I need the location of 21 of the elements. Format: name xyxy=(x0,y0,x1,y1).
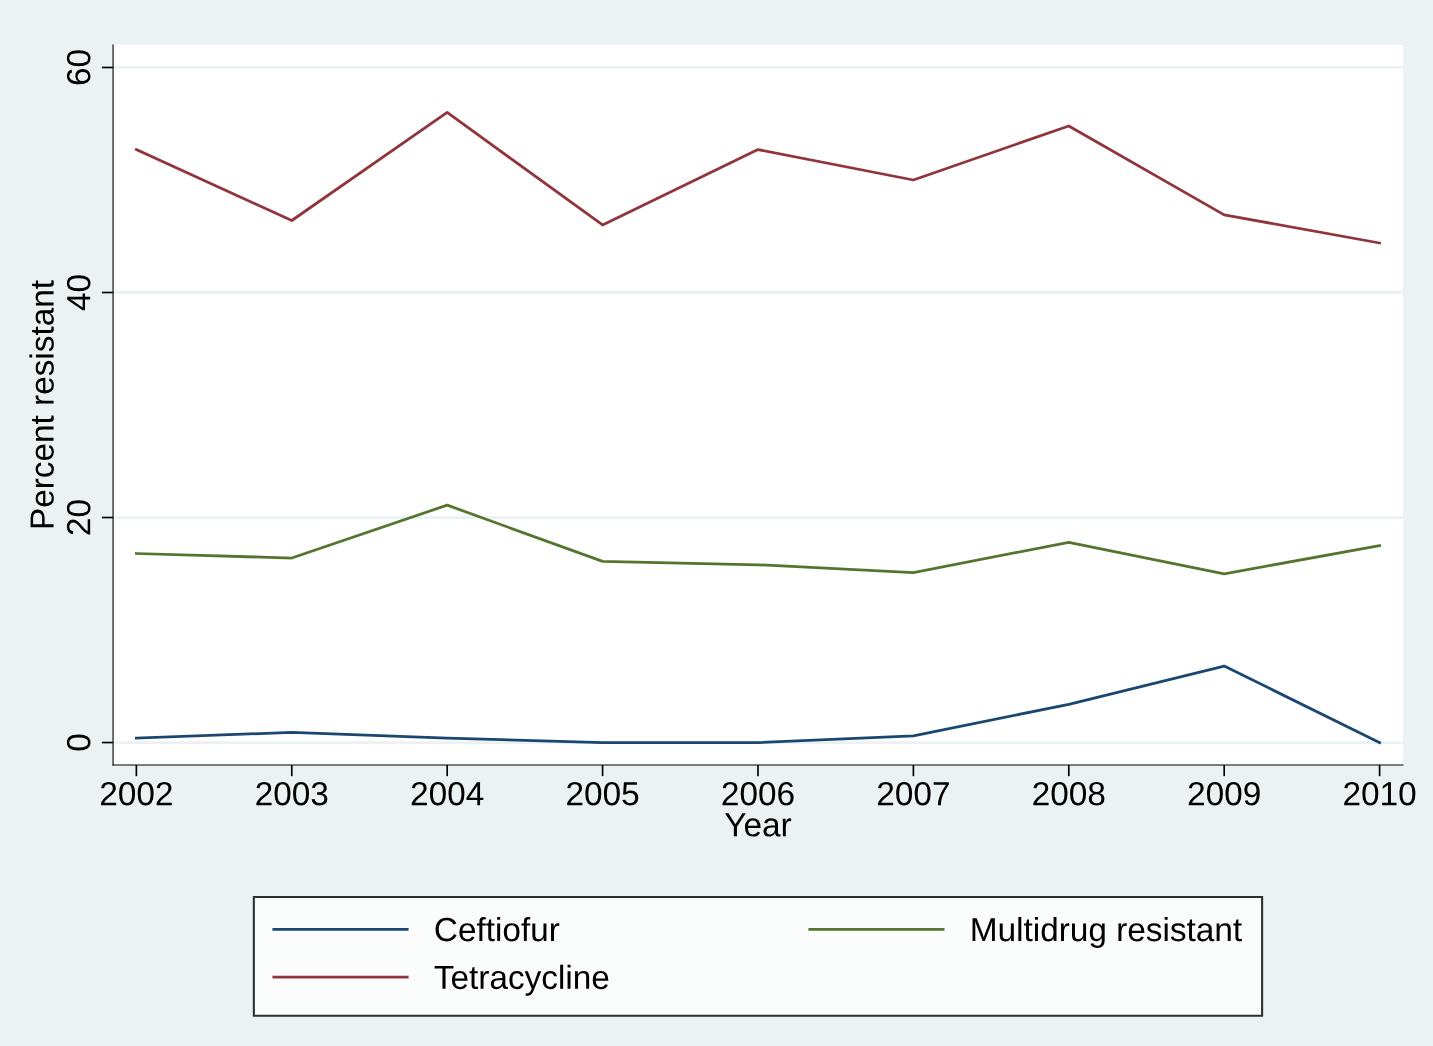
y-tick-label: 40 xyxy=(66,275,91,311)
y-axis-title: Percent resistant xyxy=(29,280,54,528)
line-series xyxy=(134,664,1381,744)
x-tick-label: 2010 xyxy=(1344,781,1416,806)
line-series xyxy=(134,111,1381,245)
x-axis-title: Year xyxy=(725,813,792,837)
legend-label: Multidrug resistant xyxy=(972,916,1242,948)
x-tick-label: 2009 xyxy=(1188,781,1260,806)
y-tick-label: 0 xyxy=(66,734,91,751)
x-tick-label: 2002 xyxy=(100,781,172,806)
x-tick-label: 2007 xyxy=(877,781,949,806)
y-tick-label: 20 xyxy=(66,500,91,535)
x-tick-label: 2003 xyxy=(256,781,328,806)
line-series xyxy=(134,503,1381,576)
y-tick-label: 60 xyxy=(66,50,91,85)
x-tick-label: 2004 xyxy=(411,781,484,806)
x-tick-label: 2008 xyxy=(1033,781,1105,806)
legend-label: Ceftiofur xyxy=(435,916,560,942)
x-tick-label: 2005 xyxy=(567,781,639,806)
x-tick-label: 2006 xyxy=(722,781,794,806)
legend-label: Tetracycline xyxy=(434,964,609,996)
